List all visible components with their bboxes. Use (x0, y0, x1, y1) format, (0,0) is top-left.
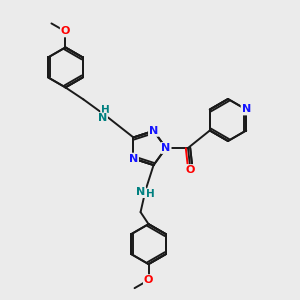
Text: N: N (129, 154, 138, 164)
Text: N: N (98, 113, 107, 123)
Text: O: O (61, 26, 70, 36)
Text: N: N (161, 143, 171, 153)
Text: O: O (144, 275, 153, 285)
Text: H: H (146, 189, 155, 199)
Text: H: H (101, 105, 110, 116)
Text: O: O (185, 165, 195, 175)
Text: N: N (242, 104, 251, 115)
Text: N: N (136, 187, 145, 197)
Text: N: N (149, 126, 158, 136)
